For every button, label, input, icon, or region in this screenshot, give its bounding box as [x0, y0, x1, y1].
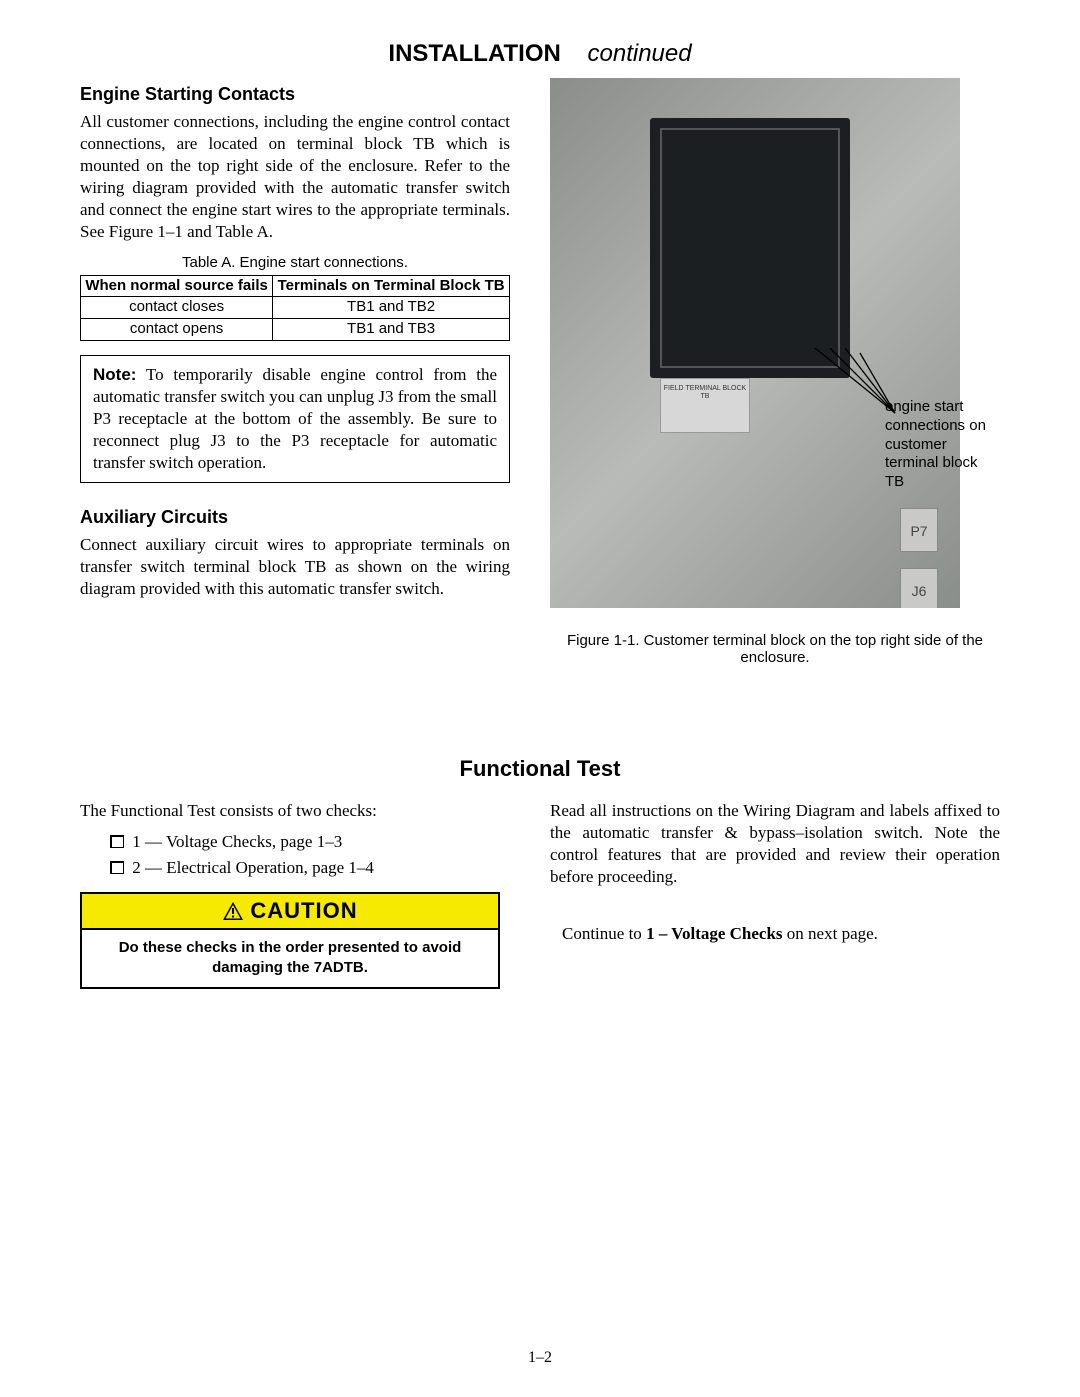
checkbox-icon	[110, 835, 124, 848]
figure-callout: engine start connections on customer ter…	[885, 398, 995, 492]
page-number: 1–2	[0, 1349, 1080, 1367]
column-left: Engine Starting Contacts All customer co…	[80, 78, 510, 666]
paragraph-engine: All customer connections, including the …	[80, 111, 510, 244]
warning-icon	[222, 901, 244, 921]
caution-box: CAUTION Do these checks in the order pre…	[80, 892, 500, 989]
table-cell: contact opens	[81, 319, 273, 341]
check-item-2-text: 2 — Electrical Operation, page 1–4	[132, 858, 374, 877]
functional-right: Read all instructions on the Wiring Diag…	[550, 800, 1000, 989]
caution-label: CAUTION	[250, 898, 357, 923]
photo-label: FIELD TERMINAL BLOCK TB	[660, 378, 750, 433]
functional-read-para: Read all instructions on the Wiring Diag…	[550, 800, 1000, 888]
check-item-2: 2 — Electrical Operation, page 1–4	[80, 858, 510, 878]
heading-aux-circuits: Auxiliary Circuits	[80, 507, 510, 528]
photo-terminal-block	[650, 118, 850, 378]
figure-photo: FIELD TERMINAL BLOCK TB P7 J6	[550, 78, 960, 608]
table-head-col2: Terminals on Terminal Block TB	[273, 275, 510, 297]
heading-engine-contacts: Engine Starting Contacts	[80, 84, 510, 105]
table-a-caption: Table A. Engine start connections.	[80, 254, 510, 271]
title-continued: continued	[588, 40, 692, 67]
continue-line: Continue to 1 – Voltage Checks on next p…	[550, 924, 1000, 944]
check-item-1: 1 — Voltage Checks, page 1–3	[80, 832, 510, 852]
title-bold: INSTALLATION	[388, 40, 560, 67]
note-body: To temporarily disable engine control fr…	[93, 365, 497, 472]
table-head-col1: When normal source fails	[81, 275, 273, 297]
note-box: Note: To temporarily disable engine cont…	[80, 355, 510, 483]
column-right: FIELD TERMINAL BLOCK TB P7 J6 engine sta…	[550, 78, 1000, 666]
page: INSTALLATION continued Engine Starting C…	[0, 0, 1080, 1397]
table-cell: TB1 and TB3	[273, 319, 510, 341]
top-columns: Engine Starting Contacts All customer co…	[80, 78, 1000, 666]
checkbox-icon	[110, 861, 124, 874]
functional-intro: The Functional Test consists of two chec…	[80, 800, 510, 822]
table-row: When normal source fails Terminals on Te…	[81, 275, 510, 297]
figure-caption: Figure 1-1. Customer terminal block on t…	[550, 632, 1000, 666]
note-lead: Note:	[93, 365, 136, 384]
continue-post: on next page.	[783, 924, 878, 943]
table-cell: contact closes	[81, 297, 273, 319]
functional-left: The Functional Test consists of two chec…	[80, 800, 510, 989]
table-a: When normal source fails Terminals on Te…	[80, 275, 510, 341]
table-row: contact closes TB1 and TB2	[81, 297, 510, 319]
continue-bold: 1 – Voltage Checks	[646, 924, 782, 943]
functional-columns: The Functional Test consists of two chec…	[80, 800, 1000, 989]
caution-body: Do these checks in the order presented t…	[82, 930, 498, 987]
page-title: INSTALLATION continued	[80, 40, 1000, 68]
paragraph-aux: Connect auxiliary circuit wires to appro…	[80, 534, 510, 600]
functional-title: Functional Test	[80, 756, 1000, 782]
photo-port-p7: P7	[900, 508, 938, 552]
functional-test-section: Functional Test The Functional Test cons…	[80, 756, 1000, 989]
continue-pre: Continue to	[562, 924, 646, 943]
table-row: contact opens TB1 and TB3	[81, 319, 510, 341]
table-cell: TB1 and TB2	[273, 297, 510, 319]
check-item-1-text: 1 — Voltage Checks, page 1–3	[132, 832, 342, 851]
photo-port-j6: J6	[900, 568, 938, 608]
caution-header: CAUTION	[82, 894, 498, 930]
